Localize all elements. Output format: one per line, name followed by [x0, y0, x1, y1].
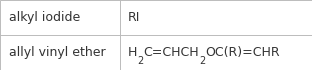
Text: alkyl iodide: alkyl iodide: [9, 11, 80, 24]
Text: 2: 2: [199, 56, 205, 66]
Text: 2: 2: [137, 56, 144, 66]
Text: C=CHCH: C=CHCH: [144, 46, 199, 59]
Text: H: H: [128, 46, 137, 59]
Text: RI: RI: [128, 11, 140, 24]
Text: allyl vinyl ether: allyl vinyl ether: [9, 46, 106, 59]
Text: OC(R)=CHR: OC(R)=CHR: [205, 46, 280, 59]
